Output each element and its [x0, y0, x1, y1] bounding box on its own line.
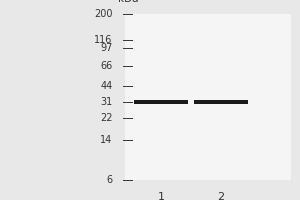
Text: 44: 44 — [100, 81, 112, 91]
Text: kDa: kDa — [118, 0, 139, 4]
Text: 200: 200 — [94, 9, 112, 19]
Text: 14: 14 — [100, 135, 112, 145]
Text: 97: 97 — [100, 43, 112, 53]
Text: 6: 6 — [106, 175, 112, 185]
Text: 1: 1 — [158, 192, 165, 200]
Bar — [124, 14, 291, 180]
Text: 22: 22 — [100, 113, 112, 123]
Text: 66: 66 — [100, 61, 112, 71]
Text: 31: 31 — [100, 97, 112, 107]
Text: 116: 116 — [94, 35, 112, 45]
Text: 2: 2 — [218, 192, 225, 200]
Bar — [194, 100, 248, 104]
Bar — [134, 100, 188, 104]
